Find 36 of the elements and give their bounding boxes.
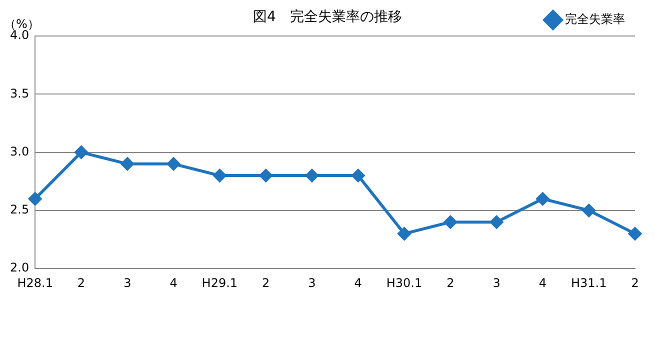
point	[259, 169, 272, 182]
x-tick-label: 4	[170, 276, 178, 290]
point	[213, 169, 226, 182]
point	[398, 227, 411, 240]
point	[352, 169, 365, 182]
point	[628, 227, 642, 240]
x-tick-label: 3	[492, 276, 500, 290]
x-tick-label: 3	[124, 276, 132, 290]
x-tick-label: H28.1	[17, 276, 53, 290]
x-tick-label: 2	[262, 276, 270, 290]
x-tick-label: 2	[446, 276, 454, 290]
chart-title: 図4 完全失業率の推移	[253, 9, 402, 25]
y-tick-label: 3.0	[10, 144, 30, 158]
x-tick-label: H29.1	[202, 276, 238, 290]
y-axis-title: （%）	[4, 16, 40, 31]
y-tick-label: 2.5	[10, 202, 30, 217]
x-tick-label: 2	[77, 276, 86, 290]
x-tick-label: 4	[538, 276, 547, 290]
point	[74, 146, 88, 159]
point	[490, 216, 504, 229]
x-tick-label: H30.1	[386, 276, 422, 290]
y-tick-label: 2.0	[10, 260, 30, 275]
x-tick-label: H31.1	[570, 276, 607, 290]
x-tick-label: 3	[308, 276, 316, 290]
y-tick-label: 3.5	[10, 86, 30, 100]
point	[167, 157, 180, 170]
point	[582, 204, 596, 217]
legend-label: 完全失業率	[565, 12, 625, 26]
point	[120, 157, 134, 170]
y-tick-label: 4.0	[10, 28, 30, 42]
point	[444, 216, 457, 229]
x-tick-label: 4	[354, 276, 362, 290]
point	[28, 192, 42, 206]
point	[536, 192, 550, 206]
x-tick-label: 2	[631, 276, 639, 290]
point	[305, 169, 318, 182]
